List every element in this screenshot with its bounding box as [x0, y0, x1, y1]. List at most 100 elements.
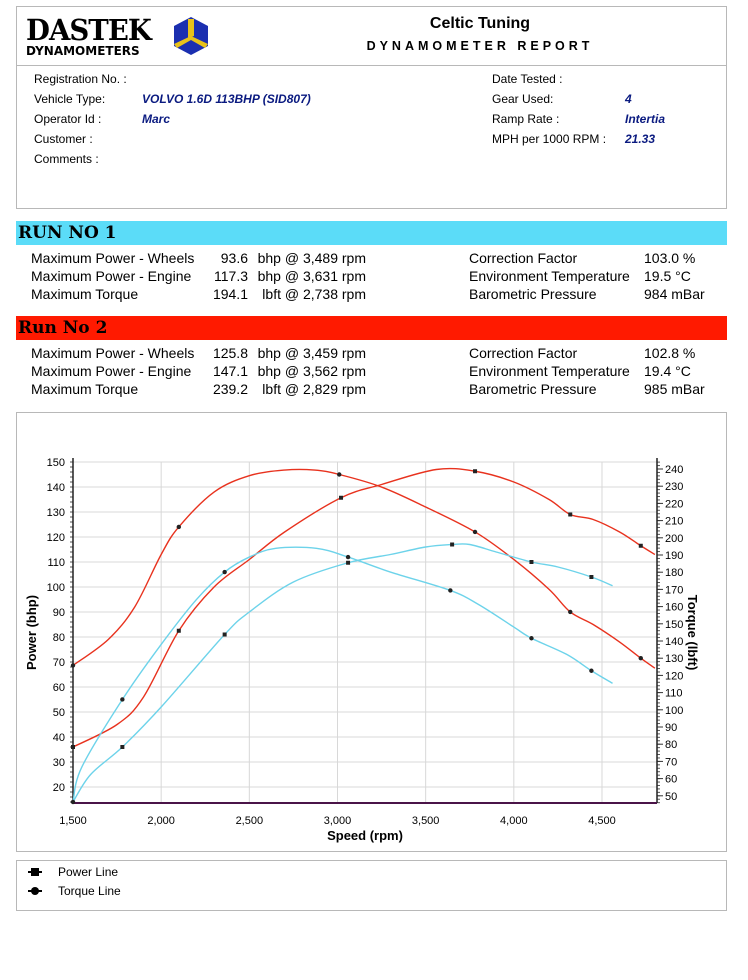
torque-data-point	[222, 569, 227, 575]
power-data-point	[589, 575, 594, 579]
y-tick-label: 150	[47, 457, 65, 469]
legend-box	[16, 860, 727, 911]
stat-value: 93.6	[220, 250, 248, 266]
torque-data-point	[70, 663, 76, 668]
y-tick-label: 120	[47, 532, 65, 544]
legend-label: Power Line	[58, 865, 119, 879]
env-label: Environment Temperature	[469, 363, 630, 379]
info-value: 21.33	[625, 132, 656, 146]
stat-unit: bhp @ 3,459 rpm	[257, 345, 366, 361]
y-tick-label: 70	[53, 657, 65, 669]
x-tick-label: 1,500	[59, 815, 87, 827]
y-tick-label: 20	[53, 782, 65, 794]
stat-unit: lbft @ 2,829 rpm	[262, 381, 366, 397]
power-data-point	[176, 628, 181, 633]
stat-label: Maximum Power - Engine	[31, 268, 192, 284]
torque-data-point	[589, 668, 594, 673]
run-no-1-power-line	[72, 543, 613, 803]
run-no-2-power-line	[72, 467, 656, 748]
info-value: Intertia	[625, 112, 666, 126]
info-label: MPH per 1000 RPM :	[492, 132, 607, 146]
y-tick-label: 140	[47, 482, 65, 494]
env-label: Correction Factor	[469, 345, 578, 361]
power-data-point	[638, 543, 643, 548]
square-marker-icon-box	[31, 868, 39, 876]
stat-unit: bhp @ 3,631 rpm	[257, 268, 366, 284]
y2-axis-label: Torque (lbft)	[685, 595, 700, 671]
logo-cube-icon	[174, 17, 208, 55]
company-name: Celtic Tuning	[429, 15, 531, 32]
y2-tick-label: 190	[665, 550, 683, 562]
stat-value: 194.1	[212, 286, 248, 302]
y-tick-label: 100	[47, 582, 65, 594]
run-header: Run No 2	[16, 316, 727, 340]
stat-unit: lbft @ 2,738 rpm	[262, 286, 366, 302]
run-header: RUN NO 1	[16, 221, 727, 245]
torque-data-point	[120, 697, 125, 702]
torque-data-point	[472, 529, 478, 535]
stat-value: 117.3	[214, 268, 248, 284]
y2-tick-label: 230	[665, 481, 683, 493]
power-data-point	[339, 495, 344, 500]
torque-data-point	[70, 799, 76, 805]
env-label: Correction Factor	[469, 250, 578, 266]
info-value: 4	[625, 92, 632, 106]
x-tick-label: 3,500	[412, 815, 440, 827]
chart-box	[16, 412, 727, 852]
torque-data-point	[448, 588, 453, 593]
header-divider	[16, 65, 727, 66]
env-value: 19.4 °C	[644, 363, 691, 379]
x-tick-label: 2,000	[147, 815, 175, 827]
power-data-point	[529, 560, 534, 564]
logo-text: DASTEK	[26, 13, 152, 47]
x-tick-label: 4,500	[588, 815, 616, 827]
y2-tick-label: 90	[665, 722, 677, 734]
stat-label: Maximum Power - Wheels	[31, 345, 195, 361]
y-tick-label: 80	[53, 632, 65, 644]
power-data-point	[568, 512, 573, 517]
env-value: 984 mBar	[644, 286, 705, 302]
info-label: Gear Used:	[492, 92, 554, 106]
info-label: Ramp Rate :	[492, 112, 560, 126]
report-title: DYNAMOMETER REPORT	[366, 39, 594, 53]
y2-tick-label: 200	[665, 533, 683, 545]
run-no-1-torque-line	[72, 546, 613, 803]
env-value: 103.0 %	[644, 250, 696, 266]
x-tick-label: 2,500	[236, 815, 264, 827]
y2-tick-label: 110	[665, 688, 683, 700]
env-value: 19.5 °C	[644, 268, 691, 284]
y2-tick-label: 70	[665, 756, 677, 768]
torque-data-point	[529, 636, 534, 641]
y2-tick-label: 140	[665, 636, 683, 648]
y-tick-label: 40	[53, 732, 65, 744]
power-data-point	[71, 745, 75, 749]
y-axis-label: Power (bhp)	[24, 595, 39, 670]
env-value: 102.8 %	[644, 345, 696, 361]
circle-marker-icon-dot	[31, 887, 39, 895]
x-tick-label: 4,000	[500, 815, 528, 827]
y2-tick-label: 180	[665, 567, 683, 579]
x-tick-label: 3,000	[324, 815, 352, 827]
power-data-point	[120, 745, 125, 749]
y-tick-label: 30	[53, 757, 65, 769]
info-label: Customer :	[34, 132, 93, 146]
power-data-point	[222, 632, 227, 637]
info-label: Vehicle Type:	[34, 92, 106, 106]
y-tick-label: 110	[47, 557, 65, 569]
y2-tick-label: 120	[665, 670, 683, 682]
y2-tick-label: 150	[665, 619, 683, 631]
y2-tick-label: 130	[665, 653, 683, 665]
stat-label: Maximum Torque	[31, 286, 139, 302]
stat-value: 125.8	[212, 345, 248, 361]
y2-tick-label: 160	[665, 602, 683, 614]
y2-tick-label: 170	[665, 584, 683, 596]
y2-tick-label: 50	[665, 791, 677, 803]
stat-label: Maximum Power - Engine	[31, 363, 192, 379]
env-label: Barometric Pressure	[469, 286, 597, 302]
info-label: Date Tested :	[492, 72, 563, 86]
y-tick-label: 50	[53, 707, 65, 719]
stat-label: Maximum Power - Wheels	[31, 250, 195, 266]
torque-data-point	[568, 609, 573, 615]
y2-tick-label: 220	[665, 498, 683, 510]
stat-unit: bhp @ 3,489 rpm	[257, 250, 366, 266]
